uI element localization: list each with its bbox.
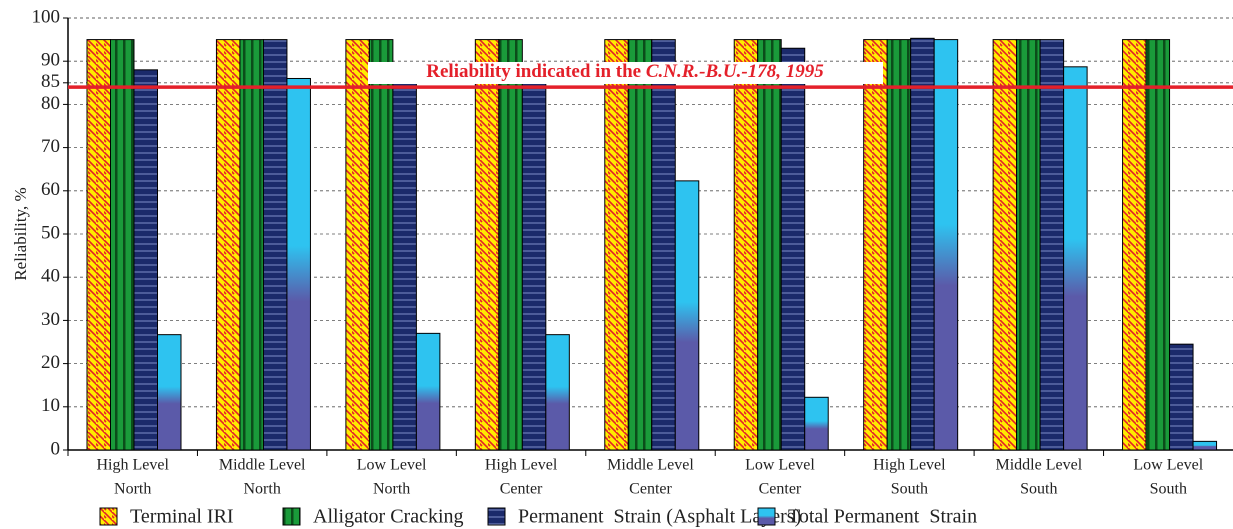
- bar: [651, 39, 676, 451]
- y-tick-label: 30: [41, 309, 60, 330]
- x-tick-label: North: [373, 481, 410, 498]
- bar: [910, 37, 935, 451]
- x-tick-label: Middle Level: [607, 457, 694, 474]
- bar: [1145, 39, 1171, 451]
- y-tick-label: 10: [41, 395, 60, 416]
- bar: [1192, 440, 1218, 451]
- x-tick-label: Low Level: [745, 457, 815, 474]
- legend-swatch: [487, 507, 506, 526]
- x-tick-label: Center: [629, 481, 672, 498]
- x-tick-label: South: [1150, 481, 1187, 498]
- x-tick-label: Center: [500, 481, 543, 498]
- bar: [992, 39, 1018, 451]
- bar: [86, 39, 111, 451]
- bar: [110, 39, 135, 451]
- bar: [804, 396, 829, 451]
- y-tick-label: 40: [41, 266, 60, 287]
- bar: [498, 39, 523, 451]
- annotation-source: C.N.R.-B.U.-178, 1995: [646, 61, 824, 82]
- bar: [1169, 343, 1194, 451]
- y-tick-label: 90: [41, 50, 60, 71]
- legend-swatch: [99, 507, 118, 526]
- x-tick-label: Middle Level: [996, 457, 1083, 474]
- x-tick-label: High Level: [485, 457, 558, 474]
- x-tick-label: North: [244, 481, 281, 498]
- y-tick-label: 100: [32, 6, 61, 27]
- y-tick-label: 70: [41, 136, 60, 157]
- bar: [157, 334, 182, 451]
- bar: [886, 39, 912, 451]
- y-tick-label: 60: [41, 179, 60, 200]
- bar: [863, 39, 888, 451]
- x-tick-label: Low Level: [1133, 457, 1203, 474]
- bar: [1039, 39, 1065, 451]
- bar: [262, 39, 288, 451]
- x-tick-label: High Level: [97, 457, 170, 474]
- x-tick-label: South: [891, 481, 928, 498]
- y-axis-label: Reliability, %: [11, 187, 30, 280]
- bar: [286, 77, 311, 451]
- bar: [239, 39, 264, 451]
- annotation-text: Reliability indicated in the: [426, 61, 641, 82]
- bar: [604, 39, 629, 451]
- bar: [345, 39, 370, 451]
- x-tick-label: Low Level: [357, 457, 427, 474]
- bar: [733, 39, 759, 451]
- legend-label: Terminal IRI: [130, 506, 234, 528]
- bar: [474, 39, 500, 451]
- x-tick-label: South: [1020, 481, 1057, 498]
- legend-label: Permanent Strain (Asphalt Layers): [518, 506, 801, 528]
- bar: [545, 334, 570, 451]
- bar: [1016, 39, 1041, 451]
- legend-label: Total Permanent Strain: [788, 506, 977, 528]
- legend-swatch: [757, 507, 776, 526]
- x-tick-label: Center: [759, 481, 802, 498]
- x-tick-label: Middle Level: [219, 457, 306, 474]
- annotation: Reliability indicated in the C.N.R.-B.U.…: [426, 61, 824, 82]
- bar: [215, 39, 241, 451]
- x-tick-label: High Level: [873, 457, 946, 474]
- bar: [392, 82, 417, 451]
- y-tick-label: 20: [41, 352, 60, 373]
- annotation-bg: [368, 62, 883, 84]
- y-tick-label: 80: [41, 93, 60, 114]
- bar: [1063, 66, 1088, 451]
- y-tick-label: 50: [41, 222, 60, 243]
- bar: [415, 332, 441, 451]
- bar: [933, 39, 959, 451]
- y-tick-label: 0: [51, 438, 61, 459]
- bar: [674, 180, 700, 451]
- x-tick-label: North: [114, 481, 151, 498]
- legend-label: Alligator Cracking: [313, 506, 464, 528]
- bar: [780, 47, 806, 451]
- legend-swatch: [282, 507, 301, 526]
- bar: [757, 39, 782, 451]
- bar: [521, 82, 547, 451]
- bar: [133, 69, 158, 451]
- y-tick-label: 85: [41, 71, 60, 92]
- bar: [368, 39, 394, 451]
- bar: [627, 39, 653, 451]
- bar: [1122, 39, 1147, 451]
